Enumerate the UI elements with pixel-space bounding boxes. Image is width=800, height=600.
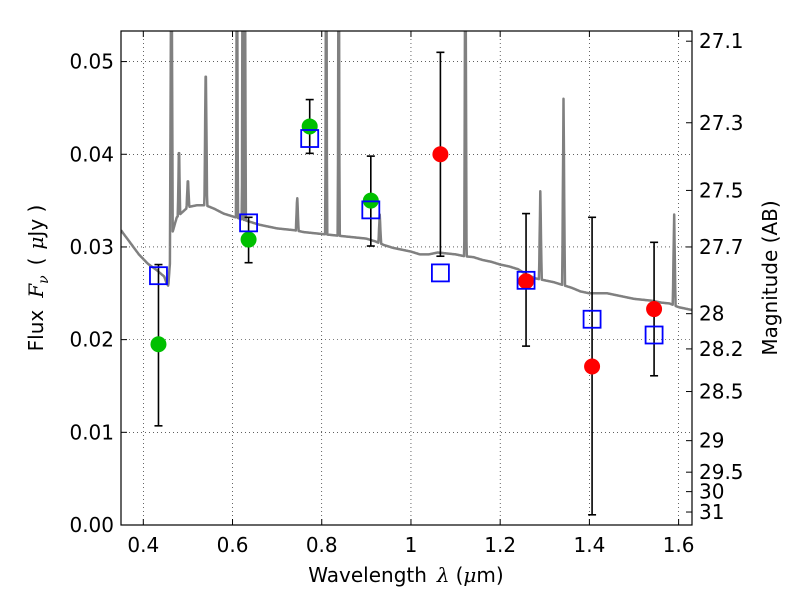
x-tick-label: 0.6 — [217, 533, 249, 557]
open-square-marker — [361, 200, 381, 220]
y2-tick-label: 29.5 — [699, 460, 744, 484]
y-tick-label: 0.00 — [69, 513, 114, 537]
filled-circle-marker — [646, 301, 663, 318]
filled-circle-marker — [432, 146, 449, 163]
open-square-marker — [239, 213, 258, 233]
x-tick-label: 1 — [405, 533, 418, 557]
x-tick-label: 0.4 — [127, 533, 159, 557]
x-axis-label: Wavelength λ (μm) — [308, 563, 503, 587]
y-axis-label: FluxFν(μJy ) — [24, 205, 52, 352]
y2-tick-label: 31 — [699, 500, 724, 524]
filled-circle-marker — [301, 118, 318, 135]
data-markers — [149, 118, 664, 375]
y2-tick-label: 28.2 — [699, 337, 744, 361]
open-square-marker — [300, 129, 320, 148]
y-tick-label: 0.01 — [69, 420, 114, 444]
open-square-marker — [431, 263, 450, 283]
y2-tick-label: 30 — [699, 480, 724, 504]
open-square-marker — [582, 309, 602, 329]
filled-circle-marker — [240, 231, 257, 248]
y-tick-label: 0.03 — [69, 235, 114, 259]
y2-tick-label: 27.7 — [699, 235, 744, 259]
filled-circle-marker — [150, 336, 167, 353]
axis-ticks: 0.4 0.6 0.8 1 1.2 1.4 1.6 0.00 0.01 0.02 0.03 0.04 0… — [69, 29, 743, 557]
spectrum-line — [121, 31, 692, 312]
x-tick-label: 0.8 — [306, 533, 338, 557]
y2-tick-label: 27.3 — [699, 111, 744, 135]
filled-circle-marker — [518, 273, 535, 290]
x-tick-label: 1.4 — [573, 533, 605, 557]
y2-tick-label: 27.1 — [699, 29, 744, 53]
open-square-marker — [644, 325, 664, 345]
y2-tick-label: 28 — [699, 302, 724, 326]
y2-axis-label: Magnitude (AB) — [758, 200, 782, 355]
plot-frame — [120, 30, 693, 526]
y2-tick-label: 29 — [699, 429, 724, 453]
y2-tick-label: 28.5 — [699, 380, 744, 404]
y-tick-label: 0.04 — [69, 142, 114, 166]
y-tick-label: 0.02 — [69, 328, 114, 352]
plot-background — [121, 31, 692, 525]
model-spectrum — [121, 31, 692, 312]
open-square-marker — [516, 270, 536, 290]
x-tick-label: 1.2 — [484, 533, 516, 557]
open-square-marker — [149, 266, 168, 286]
filled-circle-marker — [584, 358, 601, 375]
y-tick-label: 0.05 — [69, 50, 114, 74]
x-tick-label: 1.6 — [663, 533, 695, 557]
y2-tick-label: 27.5 — [699, 178, 744, 202]
